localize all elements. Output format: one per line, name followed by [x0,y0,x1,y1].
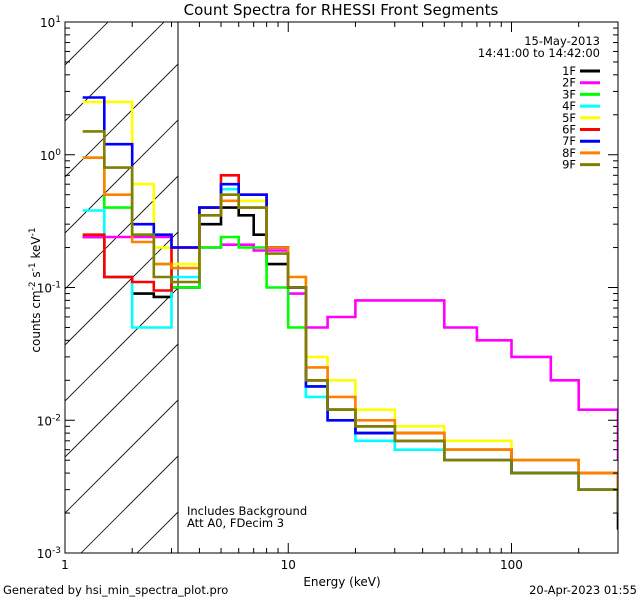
hatch-line [65,22,109,66]
hatch-line [65,399,178,514]
series-layer [82,96,618,530]
date-label: 15-May-2013 [524,34,600,48]
x-tick-label: 1 [61,558,69,572]
legend-label: 9F [562,158,576,172]
annotation-background: Includes Background [187,504,307,518]
x-tick-label: 100 [500,558,523,572]
annotation-attenuator: Att A0, FDecim 3 [187,516,284,530]
tick-layer [64,21,619,554]
hatched-region [65,22,178,553]
series-9F [82,130,618,513]
legend-label: 7F [562,134,576,148]
y-tick-label: 100 [40,148,61,163]
y-axis-label-main: counts cm [29,290,43,352]
hatch-line [65,231,178,346]
y-axis-label-mid: s [29,271,43,281]
time-range-label: 14:41:00 to 14:42:00 [478,46,600,60]
legend-label: 2F [562,76,576,90]
y-axis-label: counts cm-2 s-1 keV-1 [28,227,43,352]
legend-label: 6F [562,123,576,137]
footer-timestamp: 20-Apr-2023 01:55 [529,583,637,597]
x-tick-labels: 1 10 100 [61,558,523,572]
legend-label: 5F [562,111,576,125]
y-tick-label: 10-1 [37,281,61,296]
legend-label: 4F [562,99,576,113]
legend-label: 3F [562,87,576,101]
y-tick-label: 101 [40,15,61,30]
hatch-line [65,175,178,290]
x-axis-label: Energy (keV) [303,575,380,589]
hatch-line [65,343,178,458]
y-axis-label-sup1: -2 [28,281,38,290]
series-7F [82,96,618,513]
series-1F [82,206,618,530]
hatch-line [65,22,165,122]
y-tick-labels: 101 100 10-1 10-2 10-3 [37,15,62,561]
hatch-line [65,63,178,178]
series-2F [82,235,618,461]
series-8F [82,156,618,490]
y-tick-label: 10-3 [37,546,61,561]
y-axis-label-sup2: -1 [28,262,38,271]
legend-label: 8F [562,146,576,160]
y-axis-label-end: keV [29,236,43,263]
x-tick-label: 10 [281,558,296,572]
series-3F [82,156,618,490]
footer-generated-by: Generated by hsi_min_spectra_plot.pro [3,583,228,597]
y-axis-label-sup3: -1 [28,227,38,236]
y-tick-label: 10-2 [37,413,61,428]
legend-label: 1F [562,64,576,78]
chart-title: Count Spectra for RHESSI Front Segments [184,1,499,19]
series-5F [82,100,618,475]
series-6F [82,174,618,490]
